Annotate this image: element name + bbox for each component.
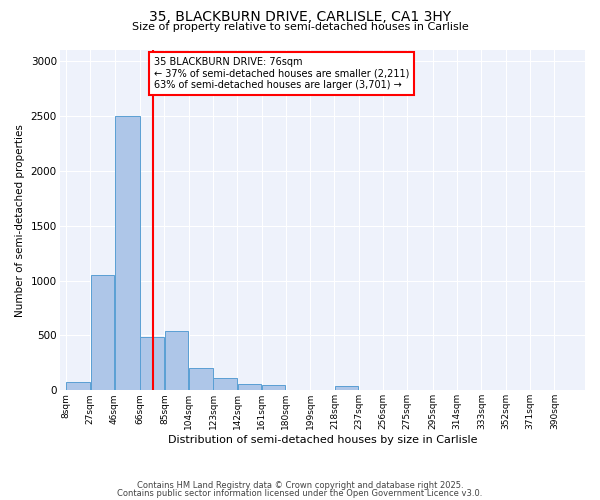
Bar: [214, 378, 237, 390]
Bar: [115, 116, 140, 390]
Bar: [140, 336, 164, 390]
Text: 35 BLACKBURN DRIVE: 76sqm
← 37% of semi-detached houses are smaller (2,211)
63% : 35 BLACKBURN DRIVE: 76sqm ← 37% of semi-…: [154, 57, 410, 90]
Text: Contains HM Land Registry data © Crown copyright and database right 2025.: Contains HM Land Registry data © Crown c…: [137, 481, 463, 490]
Text: Size of property relative to semi-detached houses in Carlisle: Size of property relative to semi-detach…: [131, 22, 469, 32]
X-axis label: Distribution of semi-detached houses by size in Carlisle: Distribution of semi-detached houses by …: [167, 435, 477, 445]
Bar: [67, 382, 90, 390]
Text: Contains public sector information licensed under the Open Government Licence v3: Contains public sector information licen…: [118, 488, 482, 498]
Bar: [91, 275, 114, 390]
Bar: [189, 368, 212, 390]
Y-axis label: Number of semi-detached properties: Number of semi-detached properties: [15, 124, 25, 316]
Bar: [335, 386, 358, 390]
Bar: [165, 331, 188, 390]
Bar: [262, 385, 286, 390]
Text: 35, BLACKBURN DRIVE, CARLISLE, CA1 3HY: 35, BLACKBURN DRIVE, CARLISLE, CA1 3HY: [149, 10, 451, 24]
Bar: [238, 384, 261, 390]
